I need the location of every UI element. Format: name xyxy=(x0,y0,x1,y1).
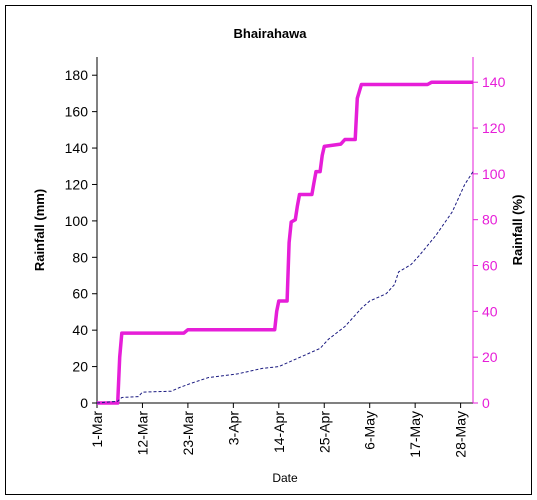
y2-tick-label: 140 xyxy=(482,74,506,90)
y-tick-label: 40 xyxy=(72,322,88,338)
y-tick-label: 160 xyxy=(65,104,89,120)
series-line xyxy=(97,80,473,405)
series-line xyxy=(96,171,474,404)
x-tick-label: 17-May xyxy=(407,411,423,458)
x-tick-label: 23-Mar xyxy=(180,411,196,456)
x-tick-label: 25-Apr xyxy=(316,411,332,453)
y2-tick-label: 100 xyxy=(482,166,506,182)
y2-tick-label: 0 xyxy=(482,395,490,411)
y-tick-label: 140 xyxy=(65,140,89,156)
y2-tick-label: 80 xyxy=(482,212,498,228)
chart-title: Bhairahawa xyxy=(234,26,308,41)
x-tick-label: 14-Apr xyxy=(271,411,287,453)
y-tick-label: 0 xyxy=(80,395,88,411)
x-tick-label: 12-Mar xyxy=(134,411,150,456)
x-tick-label: 6-May xyxy=(362,411,378,450)
y-tick-label: 180 xyxy=(65,67,89,83)
x-tick-label: 28-May xyxy=(453,411,469,458)
x-tick-label: 1-Mar xyxy=(89,411,105,448)
y2-tick-label: 120 xyxy=(482,120,506,136)
y-tick-label: 120 xyxy=(65,176,89,192)
y-tick-label: 60 xyxy=(72,286,88,302)
chart-frame xyxy=(5,5,532,495)
y-tick-label: 100 xyxy=(65,213,89,229)
y-axis-label: Rainfall (mm) xyxy=(32,189,47,271)
y-tick-label: 80 xyxy=(72,249,88,265)
y2-axis-label: Rainfall (%) xyxy=(510,195,525,266)
y-tick-label: 20 xyxy=(72,359,88,375)
y2-tick-label: 40 xyxy=(482,303,498,319)
y2-tick-label: 20 xyxy=(482,349,498,365)
x-axis-label: Date xyxy=(272,471,298,485)
y2-tick-label: 60 xyxy=(482,258,498,274)
x-tick-label: 3-Apr xyxy=(225,411,241,446)
